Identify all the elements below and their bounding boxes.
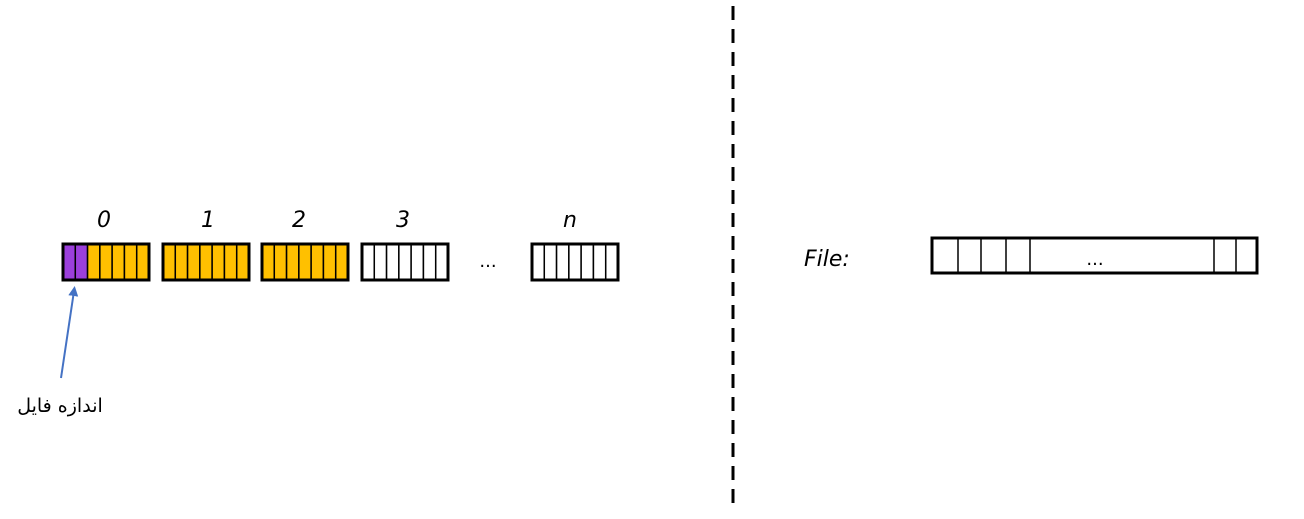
blocks-ellipsis: ... <box>479 251 496 272</box>
block-cell-filled <box>86 243 101 281</box>
block-cell-filled <box>322 243 337 281</box>
block-cell-filled <box>223 243 238 281</box>
file-ellipsis: ... <box>1086 249 1103 270</box>
block-label-2: 2 <box>292 208 306 233</box>
block-cell-empty <box>592 243 607 281</box>
block-label-n: n <box>563 208 577 233</box>
block-cell-filled <box>162 243 177 281</box>
block-n <box>530 242 620 282</box>
block-2 <box>260 242 350 282</box>
block-cell-empty <box>543 243 558 281</box>
block-cell-filled <box>334 243 349 281</box>
block-cell-empty <box>422 243 437 281</box>
block-cell-filled <box>298 243 312 281</box>
block-outline <box>260 242 350 282</box>
block-cell-empty <box>580 243 595 281</box>
block-cell-size <box>74 243 89 281</box>
block-cell-filled <box>261 243 276 281</box>
block-0 <box>61 242 151 282</box>
block-outline <box>360 242 450 282</box>
block-cell-filled <box>285 243 300 281</box>
file-size-label: اندازه فایل <box>17 395 103 417</box>
block-cell-empty <box>398 243 412 281</box>
block-label-0: 0 <box>97 208 111 233</box>
block-cell-empty <box>531 243 546 281</box>
block-cell-empty <box>410 243 425 281</box>
block-outline <box>530 242 620 282</box>
block-cell-filled <box>273 243 288 281</box>
block-cell-filled <box>310 243 325 281</box>
block-cell-size <box>62 243 77 281</box>
block-cell-filled <box>174 243 189 281</box>
block-cell-filled <box>111 243 126 281</box>
block-3 <box>360 242 450 282</box>
block-cell-filled <box>99 243 113 281</box>
block-label-3: 3 <box>396 208 410 233</box>
block-cell-empty <box>373 243 388 281</box>
file-strip: ... <box>930 236 1259 275</box>
block-label-1: 1 <box>201 208 215 233</box>
block-cell-filled <box>235 243 250 281</box>
block-cell-filled <box>186 243 201 281</box>
file-strip-outline <box>930 236 1259 275</box>
block-cell-empty <box>568 243 582 281</box>
block-cell-filled <box>123 243 138 281</box>
block-1 <box>161 242 251 282</box>
block-outline <box>161 242 251 282</box>
file-size-arrow <box>60 286 79 379</box>
block-cell-empty <box>361 243 376 281</box>
file-label: File: <box>804 247 850 272</box>
block-cell-empty <box>434 243 449 281</box>
block-cell-empty <box>604 243 619 281</box>
block-cell-filled <box>135 243 150 281</box>
block-cell-filled <box>199 243 213 281</box>
block-outline <box>61 242 151 282</box>
block-cell-empty <box>385 243 400 281</box>
block-cell-filled <box>211 243 226 281</box>
block-cell-empty <box>555 243 570 281</box>
